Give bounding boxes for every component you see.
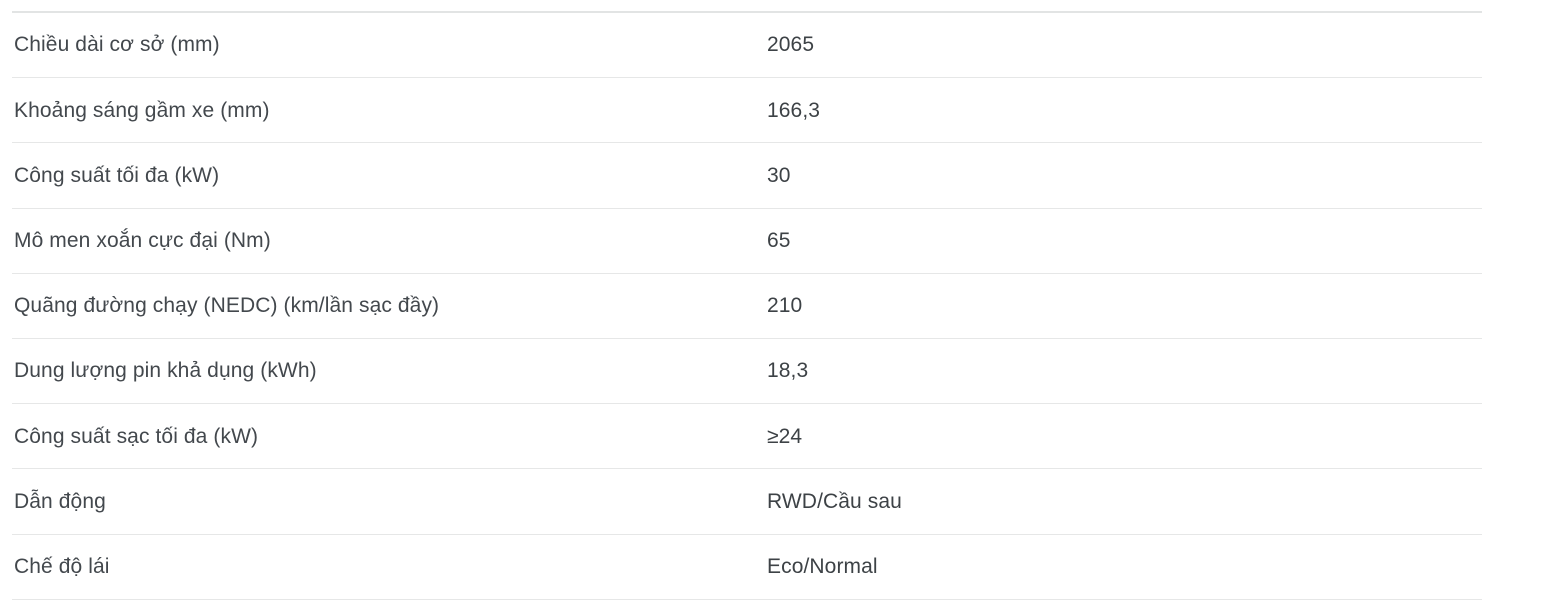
spec-value: 2065 bbox=[767, 33, 815, 57]
table-row: Dung lượng pin khả dụng (kWh) 18,3 bbox=[12, 338, 1482, 405]
spec-value: 18,3 bbox=[767, 359, 809, 383]
spec-label: Khoảng sáng gầm xe (mm) bbox=[14, 98, 270, 122]
spec-value: ≥24 bbox=[767, 424, 803, 448]
table-row: Dẫn động RWD/Cầu sau bbox=[12, 469, 1482, 535]
spec-value: Eco/Normal bbox=[767, 554, 878, 578]
table-row: Công suất tối đa (kW) 30 bbox=[12, 143, 1482, 209]
spec-value: 210 bbox=[767, 294, 803, 318]
table-row: Quãng đường chạy (NEDC) (km/lần sạc đầy)… bbox=[12, 273, 1482, 339]
spec-value: RWD/Cầu sau bbox=[767, 489, 902, 513]
table-row: Mô men xoắn cực đại (Nm) 65 bbox=[12, 208, 1482, 274]
table-row: Công suất sạc tối đa (kW) ≥24 bbox=[12, 404, 1482, 470]
table-row: Chiều dài cơ sở (mm) 2065 bbox=[12, 13, 1482, 79]
spec-label: Công suất tối đa (kW) bbox=[14, 163, 220, 187]
table-row: Khoảng sáng gầm xe (mm) 166,3 bbox=[12, 78, 1482, 144]
spec-label: Công suất sạc tối đa (kW) bbox=[14, 424, 259, 448]
spec-label: Quãng đường chạy (NEDC) (km/lần sạc đầy) bbox=[14, 294, 440, 318]
table-row: Chế độ lái Eco/Normal bbox=[12, 534, 1482, 600]
spec-value: 65 bbox=[767, 229, 791, 252]
spec-label: Chế độ lái bbox=[14, 554, 110, 578]
spec-label: Mô men xoắn cực đại (Nm) bbox=[14, 229, 271, 252]
spec-value: 30 bbox=[767, 163, 791, 187]
spec-table: Chiều dài cơ sở (mm) 2065 Khoảng sáng gầ… bbox=[12, 11, 1482, 600]
spec-label: Dẫn động bbox=[14, 489, 106, 513]
spec-value: 166,3 bbox=[767, 98, 821, 122]
spec-label: Dung lượng pin khả dụng (kWh) bbox=[14, 359, 317, 383]
spec-label: Chiều dài cơ sở (mm) bbox=[14, 33, 220, 57]
